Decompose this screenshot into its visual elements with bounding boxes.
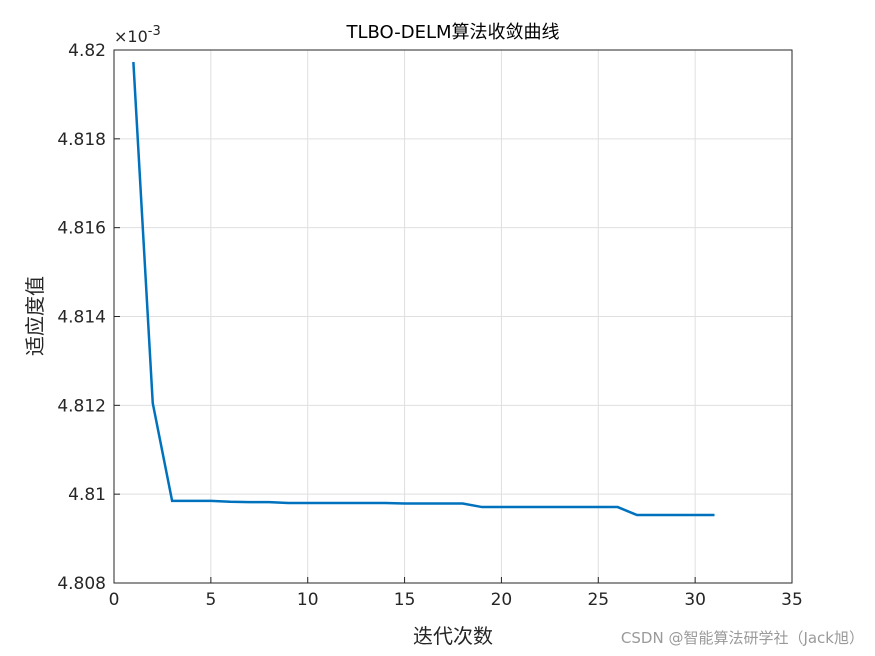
watermark: CSDN @智能算法研学社（Jack旭） (621, 629, 864, 647)
plot-frame (113, 49, 793, 584)
x-tick-label: 0 (109, 590, 120, 610)
x-tick-label: 15 (394, 590, 416, 610)
x-tick-label: 35 (781, 590, 803, 610)
data-line (132, 61, 715, 517)
y-tick-label: 4.82 (68, 41, 106, 61)
y-axis-label: 适应度值 (23, 276, 47, 356)
y-tick-label: 4.818 (57, 130, 106, 150)
chart-title: TLBO-DELM算法收敛曲线 (345, 22, 559, 43)
x-tick-label: 25 (587, 590, 609, 610)
y-tick-label: 4.812 (57, 396, 106, 416)
y-tick-label: 4.816 (57, 219, 106, 239)
y-tick-label: 4.81 (68, 485, 106, 505)
x-tick-label: 10 (297, 590, 319, 610)
x-tick-label: 5 (205, 590, 216, 610)
y-multiplier-exponent: -3 (148, 24, 161, 39)
y-tick-label: 4.814 (57, 308, 106, 328)
y-multiplier-base: ×10 (114, 27, 148, 46)
y-tick-label: 4.808 (57, 574, 106, 594)
x-tick-label: 30 (684, 590, 706, 610)
x-axis-label: 迭代次数 (413, 624, 493, 648)
x-tick-label: 20 (491, 590, 513, 610)
y-multiplier: ×10-3 (114, 24, 161, 46)
